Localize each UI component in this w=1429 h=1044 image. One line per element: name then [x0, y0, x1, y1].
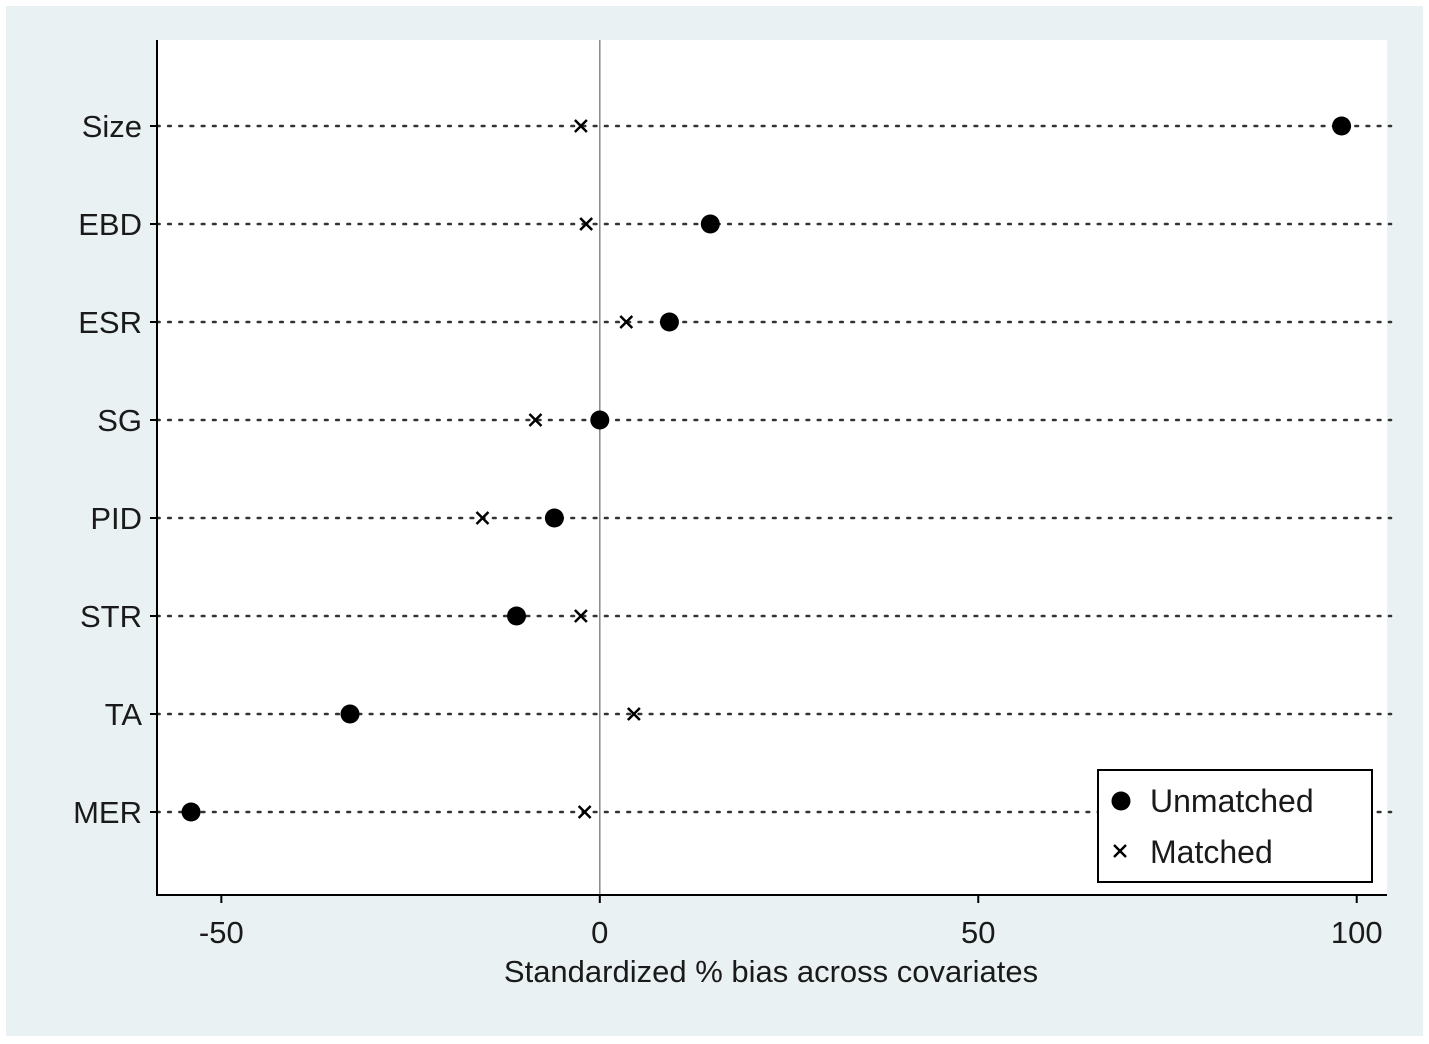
data-markers: [181, 116, 1352, 822]
unmatched-point-mer: [181, 802, 201, 822]
x-tick-label-0: 0: [591, 915, 608, 950]
unmatched-point-pid: [544, 508, 564, 528]
unmatched-point-size: [1332, 116, 1352, 136]
y-tick-label-ta: TA: [105, 697, 143, 732]
y-tick-label-str: STR: [80, 599, 142, 634]
matched-point-ebd: [579, 217, 594, 231]
legend-matched-label: Matched: [1150, 834, 1273, 870]
unmatched-point-ta: [340, 704, 360, 724]
matched-point-size: [573, 119, 588, 133]
y-tick-label-pid: PID: [90, 501, 142, 536]
matched-point-mer: [577, 805, 592, 819]
x-tick-label-100: 100: [1331, 915, 1383, 950]
legend-matched-marker: [1113, 844, 1127, 858]
matched-point-ta: [626, 707, 641, 721]
x-tick-label-neg50: -50: [199, 915, 244, 950]
matched-point-sg: [528, 413, 543, 427]
matched-point-esr: [619, 315, 634, 329]
y-tick-label-sg: SG: [97, 403, 142, 438]
y-axis-ticks: Size EBD ESR SG PID STR TA MER: [73, 109, 157, 830]
matched-point-pid: [475, 511, 490, 525]
legend-unmatched-marker: [1111, 791, 1131, 811]
legend-box: [1097, 769, 1373, 883]
x-axis-ticks: -50 0 50 100: [199, 895, 1383, 950]
x-axis-title: Standardized % bias across covariates: [504, 954, 1038, 989]
unmatched-point-sg: [590, 410, 610, 430]
y-tick-label-esr: ESR: [78, 305, 142, 340]
y-tick-label-ebd: EBD: [78, 207, 142, 242]
unmatched-point-ebd: [700, 214, 720, 234]
legend-unmatched-label: Unmatched: [1150, 783, 1314, 819]
category-guide-lines: [155, 124, 1393, 814]
legend: Unmatched Matched: [1097, 769, 1373, 883]
y-tick-label-mer: MER: [73, 795, 142, 830]
matched-point-str: [573, 609, 588, 623]
unmatched-point-str: [507, 606, 527, 626]
plot-area: [157, 40, 1387, 894]
x-tick-label-50: 50: [961, 915, 995, 950]
y-tick-label-size: Size: [82, 109, 142, 144]
unmatched-point-esr: [659, 312, 679, 332]
